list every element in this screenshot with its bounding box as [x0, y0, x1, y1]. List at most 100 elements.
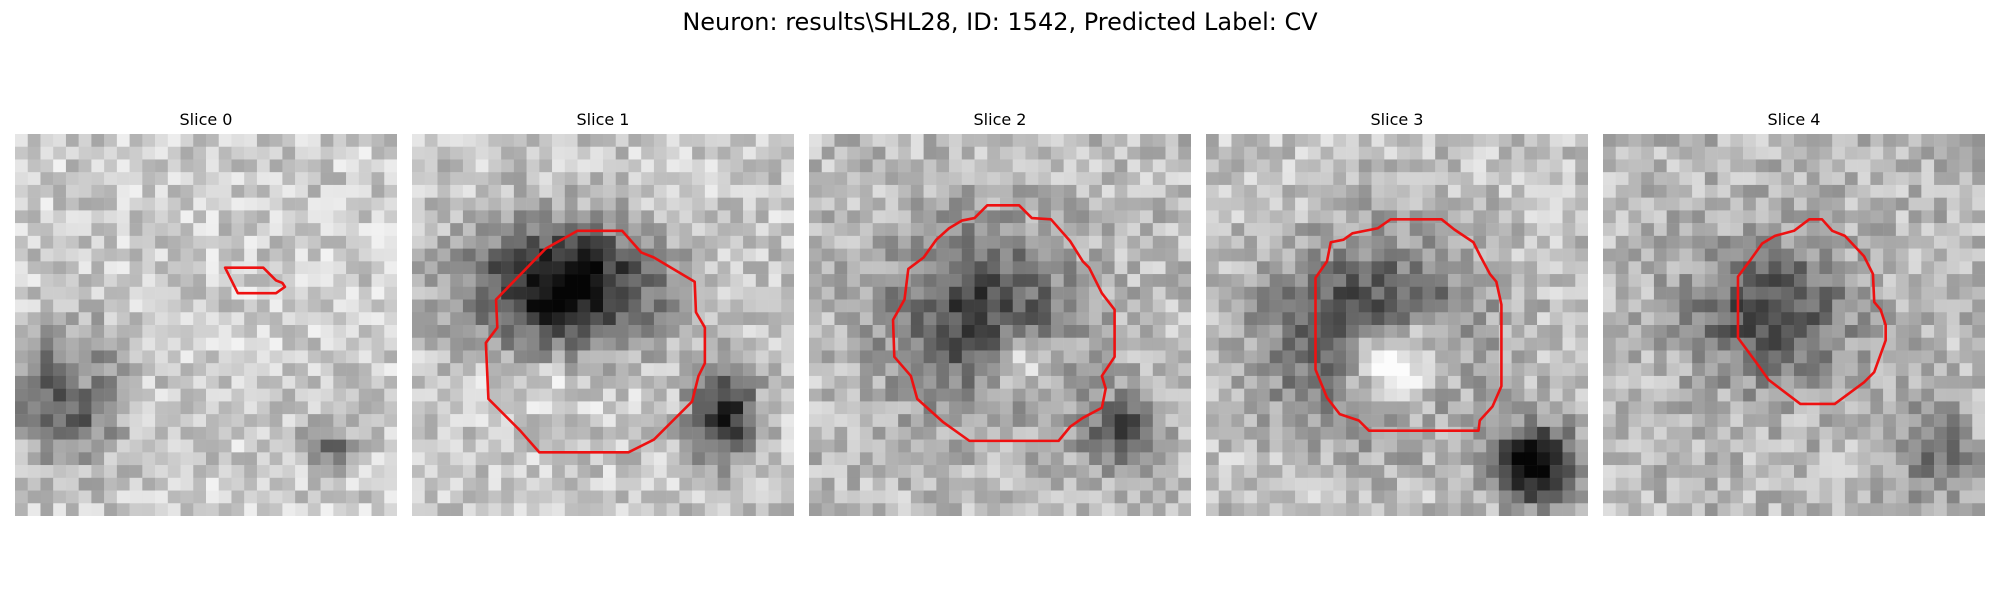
image-pixel: [1895, 452, 1909, 466]
image-pixel: [269, 414, 283, 428]
image-pixel: [320, 312, 334, 326]
image-pixel: [1781, 490, 1795, 504]
image-pixel: [1218, 337, 1232, 351]
image-pixel: [1050, 375, 1064, 389]
image-pixel: [91, 465, 105, 479]
image-pixel: [1397, 299, 1410, 313]
image-pixel: [679, 503, 693, 516]
image-pixel: [1653, 172, 1667, 186]
image-pixel: [371, 210, 385, 224]
image-pixel: [1628, 312, 1642, 326]
image-pixel: [590, 337, 604, 351]
image-pixel: [974, 426, 988, 440]
image-pixel: [1781, 159, 1795, 173]
image-pixel: [142, 401, 156, 415]
image-pixel: [1781, 414, 1795, 428]
image-pixel: [1549, 299, 1563, 313]
image-pixel: [1371, 465, 1385, 479]
image-pixel: [1152, 477, 1166, 491]
image-pixel: [1959, 184, 1973, 198]
image-pixel: [1524, 465, 1538, 479]
image-pixel: [1959, 299, 1973, 313]
image-pixel: [1615, 210, 1629, 224]
image-pixel: [424, 312, 438, 326]
image-pixel: [1012, 312, 1026, 326]
image-pixel: [1206, 414, 1219, 428]
image-pixel: [641, 401, 655, 415]
image-pixel: [1549, 274, 1563, 288]
image-pixel: [885, 197, 899, 211]
image-pixel: [412, 363, 425, 377]
image-pixel: [1562, 299, 1576, 313]
image-pixel: [206, 248, 219, 262]
image-pixel: [437, 503, 451, 516]
image-pixel: [704, 490, 718, 504]
image-pixel: [704, 159, 718, 173]
image-pixel: [526, 312, 540, 326]
image-pixel: [488, 414, 502, 428]
image-pixel: [116, 223, 130, 237]
image-pixel: [437, 350, 451, 364]
image-pixel: [1883, 426, 1897, 440]
image-pixel: [1524, 159, 1538, 173]
image-pixel: [730, 159, 744, 173]
image-pixel: [371, 388, 385, 402]
image-pixel: [552, 172, 566, 186]
image-pixel: [859, 223, 873, 237]
image-pixel: [462, 261, 476, 275]
image-pixel: [666, 146, 680, 160]
image-pixel: [666, 477, 680, 491]
image-pixel: [1972, 477, 1985, 491]
image-pixel: [1921, 350, 1935, 364]
image-pixel: [743, 223, 757, 237]
image-pixel: [437, 490, 451, 504]
image-pixel: [1653, 426, 1667, 440]
image-pixel: [1384, 477, 1398, 491]
image-pixel: [1628, 490, 1642, 504]
image-pixel: [1743, 274, 1757, 288]
image-pixel: [615, 146, 629, 160]
image-pixel: [961, 235, 975, 249]
image-pixel: [564, 426, 578, 440]
image-pixel: [1038, 465, 1052, 479]
image-pixel: [256, 172, 270, 186]
image-pixel: [1307, 134, 1321, 147]
image-pixel: [1422, 223, 1436, 237]
image-pixel: [1972, 414, 1985, 428]
image-pixel: [1114, 210, 1128, 224]
image-pixel: [898, 184, 912, 198]
image-pixel: [320, 172, 334, 186]
image-pixel: [1498, 426, 1512, 440]
image-pixel: [859, 350, 873, 364]
image-pixel: [1692, 261, 1706, 275]
image-pixel: [1282, 439, 1296, 453]
image-pixel: [1537, 223, 1551, 237]
slice-title: Slice 3: [1370, 110, 1424, 129]
image-pixel: [1575, 477, 1588, 491]
image-pixel: [333, 363, 347, 377]
image-pixel: [256, 274, 270, 288]
image-pixel: [1165, 146, 1179, 160]
image-pixel: [358, 337, 372, 351]
image-pixel: [282, 401, 296, 415]
image-pixel: [1959, 286, 1973, 300]
image-pixel: [1101, 426, 1115, 440]
image-pixel: [1844, 274, 1858, 288]
image-pixel: [1473, 172, 1487, 186]
image-pixel: [437, 286, 451, 300]
image-pixel: [1422, 197, 1436, 211]
image-pixel: [1333, 325, 1347, 338]
image-pixel: [743, 274, 757, 288]
image-pixel: [384, 465, 397, 479]
image-pixel: [923, 159, 937, 173]
image-pixel: [847, 452, 861, 466]
image-pixel: [1870, 477, 1884, 491]
image-pixel: [1152, 172, 1166, 186]
image-pixel: [666, 465, 680, 479]
image-pixel: [346, 401, 360, 415]
image-pixel: [730, 452, 744, 466]
image-pixel: [781, 210, 794, 224]
image-pixel: [1409, 286, 1423, 300]
slice-panel-1: Slice 1: [412, 108, 794, 516]
image-pixel: [590, 452, 604, 466]
